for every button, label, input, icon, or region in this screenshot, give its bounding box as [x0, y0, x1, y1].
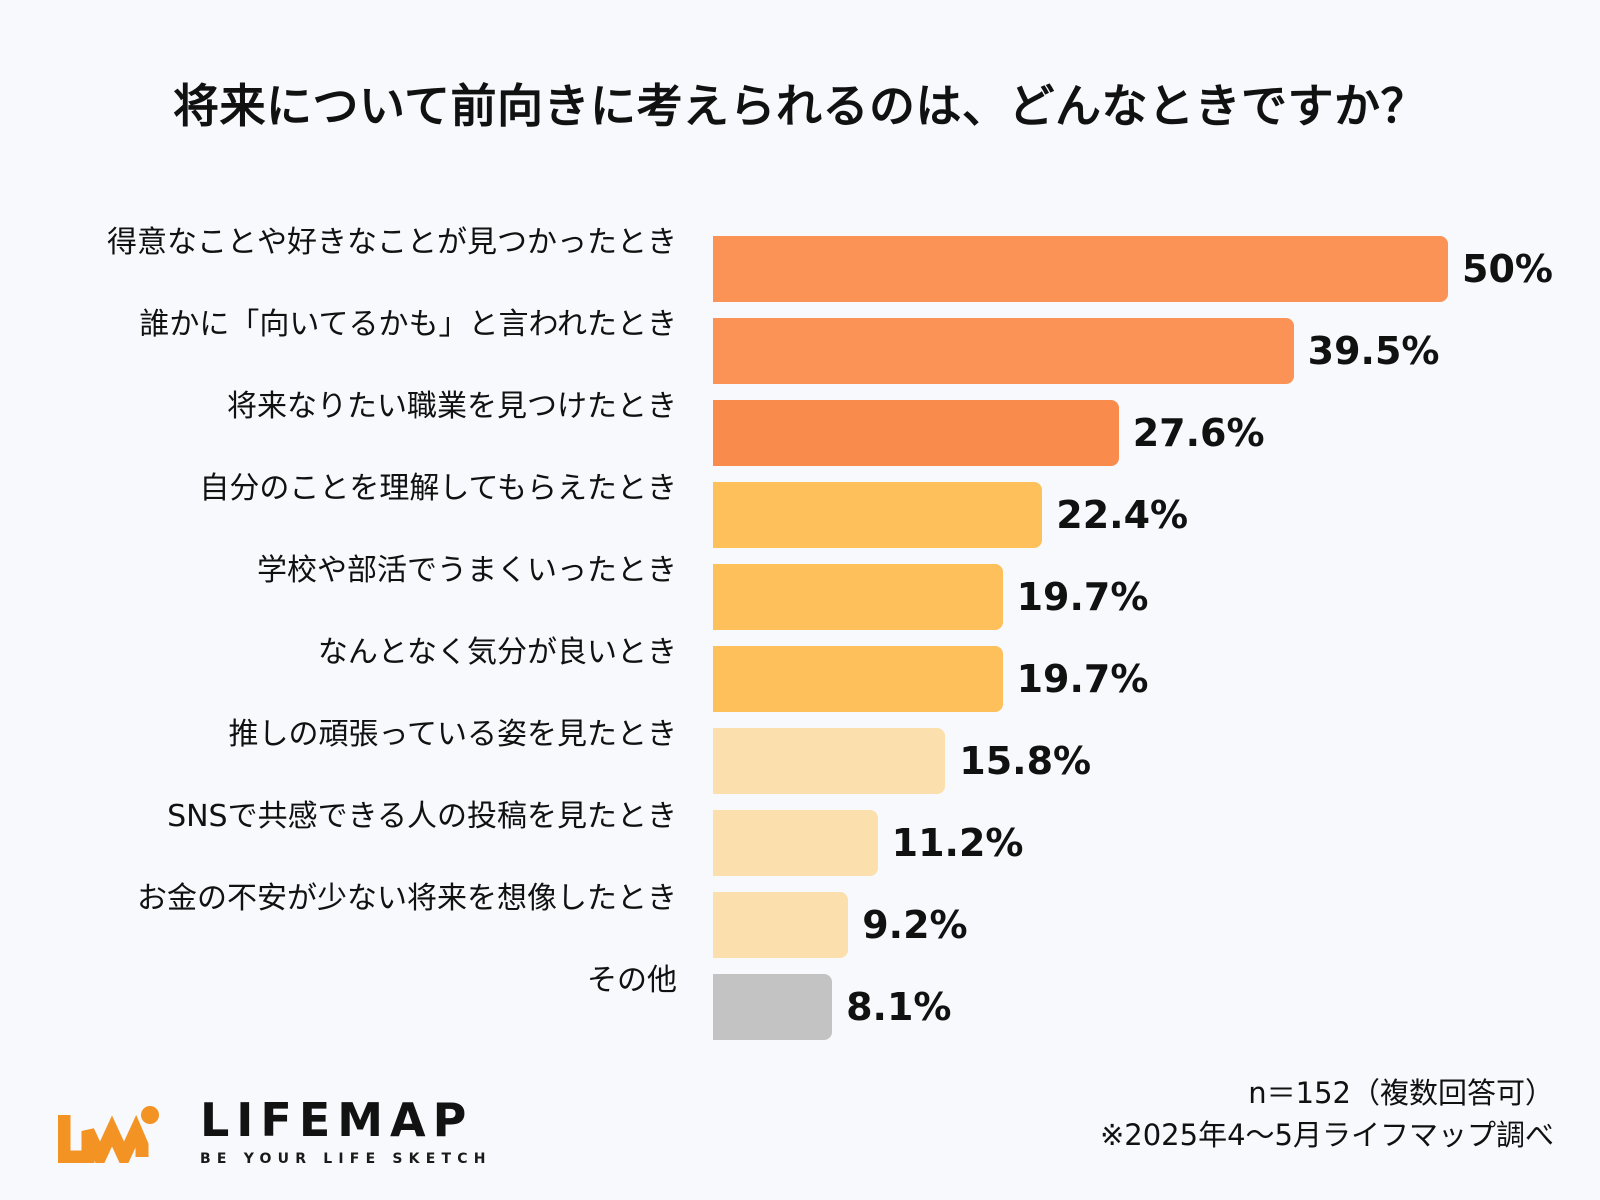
category-label: 得意なことや好きなことが見つかったとき: [107, 225, 677, 260]
bar: [713, 236, 1448, 302]
category-label: 将来なりたい職業を見つけたとき: [227, 389, 677, 424]
bar: [713, 400, 1119, 466]
bar-track: 27.6%: [713, 392, 1600, 474]
bar-value-label: 22.4%: [1056, 493, 1189, 537]
bar: [713, 892, 849, 958]
bar-track: 50%: [713, 228, 1600, 310]
bar-track: 19.7%: [713, 638, 1600, 720]
bar: [713, 974, 833, 1040]
lifemap-logo-mark: [58, 1105, 159, 1163]
category-label: SNSで共感できる人の投稿を見たとき: [167, 799, 677, 834]
bar-value-label: 27.6%: [1132, 411, 1265, 455]
bar-value-label: 9.2%: [862, 903, 968, 947]
category-label-cell: 学校や部活でうまくいったとき: [0, 556, 695, 638]
category-label: 推しの頑張っている姿を見たとき: [228, 717, 678, 752]
category-label: 学校や部活でうまくいったとき: [257, 553, 677, 588]
bar-row: SNSで共感できる人の投稿を見たとき 11.2%: [0, 802, 1600, 884]
bar: [713, 728, 946, 794]
bar-value-label: 8.1%: [846, 985, 952, 1029]
chart-title: 将来について前向きに考えられるのは、どんなときですか？: [172, 79, 1428, 133]
bar: [713, 482, 1043, 548]
bar-track: 39.5%: [713, 310, 1600, 392]
category-label: なんとなく気分が良いとき: [317, 635, 677, 670]
bar-value-label: 19.7%: [1016, 657, 1149, 701]
bar-track: 8.1%: [713, 966, 1600, 1048]
bar-row: 学校や部活でうまくいったとき 19.7%: [0, 556, 1600, 638]
bar-row: その他 8.1%: [0, 966, 1600, 1048]
bar-row: なんとなく気分が良いとき 19.7%: [0, 638, 1600, 720]
bar-row: 誰かに「向いてるかも」と言われたとき 39.5%: [0, 310, 1600, 392]
bar-track: 19.7%: [713, 556, 1600, 638]
category-label-cell: 得意なことや好きなことが見つかったとき: [0, 228, 695, 310]
sample-size-note: n＝152（複数回答可）: [1248, 1075, 1554, 1110]
lifemap-logo: LIFEMAP BE YOUR LIFE SKETCH: [58, 1097, 492, 1166]
bar: [713, 646, 1003, 712]
category-label: 誰かに「向いてるかも」と言われたとき: [139, 307, 677, 342]
logo-tagline: BE YOUR LIFE SKETCH: [200, 1151, 492, 1167]
bar-track: 15.8%: [713, 720, 1600, 802]
footer-note: n＝152（複数回答可） ※2025年4〜5月ライフマップ調べ: [1100, 1072, 1554, 1156]
bar-row: 自分のことを理解してもらえたとき 22.4%: [0, 474, 1600, 556]
bar: [713, 810, 878, 876]
logo-text-block: LIFEMAP BE YOUR LIFE SKETCH: [200, 1097, 492, 1166]
bar-row: お金の不安が少ない将来を想像したとき 9.2%: [0, 884, 1600, 966]
category-label-cell: なんとなく気分が良いとき: [0, 638, 695, 720]
bar-value-label: 11.2%: [891, 821, 1024, 865]
bar-track: 9.2%: [713, 884, 1600, 966]
logo-wordmark: LIFEMAP: [200, 1093, 474, 1147]
category-label-cell: 自分のことを理解してもらえたとき: [0, 474, 695, 556]
bar-value-label: 39.5%: [1307, 329, 1440, 373]
bar-value-label: 50%: [1462, 247, 1553, 291]
bar-value-label: 15.8%: [959, 739, 1092, 783]
category-label-cell: 推しの頑張っている姿を見たとき: [0, 720, 695, 802]
category-label-cell: SNSで共感できる人の投稿を見たとき: [0, 802, 695, 884]
bar-row: 得意なことや好きなことが見つかったとき 50%: [0, 228, 1600, 310]
category-label-cell: お金の不安が少ない将来を想像したとき: [0, 884, 695, 966]
bar-row: 推しの頑張っている姿を見たとき 15.8%: [0, 720, 1600, 802]
bar-track: 11.2%: [713, 802, 1600, 884]
bar-chart-plot-area: 得意なことや好きなことが見つかったとき 50% 誰かに「向いてるかも」と言われたとき…: [0, 228, 1600, 1040]
bar-value-label: 19.7%: [1016, 575, 1149, 619]
category-label-cell: 誰かに「向いてるかも」と言われたとき: [0, 310, 695, 392]
category-label: その他: [587, 963, 677, 998]
category-label: お金の不安が少ない将来を想像したとき: [137, 881, 677, 916]
category-label: 自分のことを理解してもらえたとき: [199, 471, 677, 506]
category-label-cell: その他: [0, 966, 695, 1048]
bar: [713, 564, 1003, 630]
bar-row: 将来なりたい職業を見つけたとき 27.6%: [0, 392, 1600, 474]
source-note: ※2025年4〜5月ライフマップ調べ: [1099, 1117, 1554, 1152]
category-label-cell: 将来なりたい職業を見つけたとき: [0, 392, 695, 474]
bar-track: 22.4%: [713, 474, 1600, 556]
bar: [713, 318, 1294, 384]
